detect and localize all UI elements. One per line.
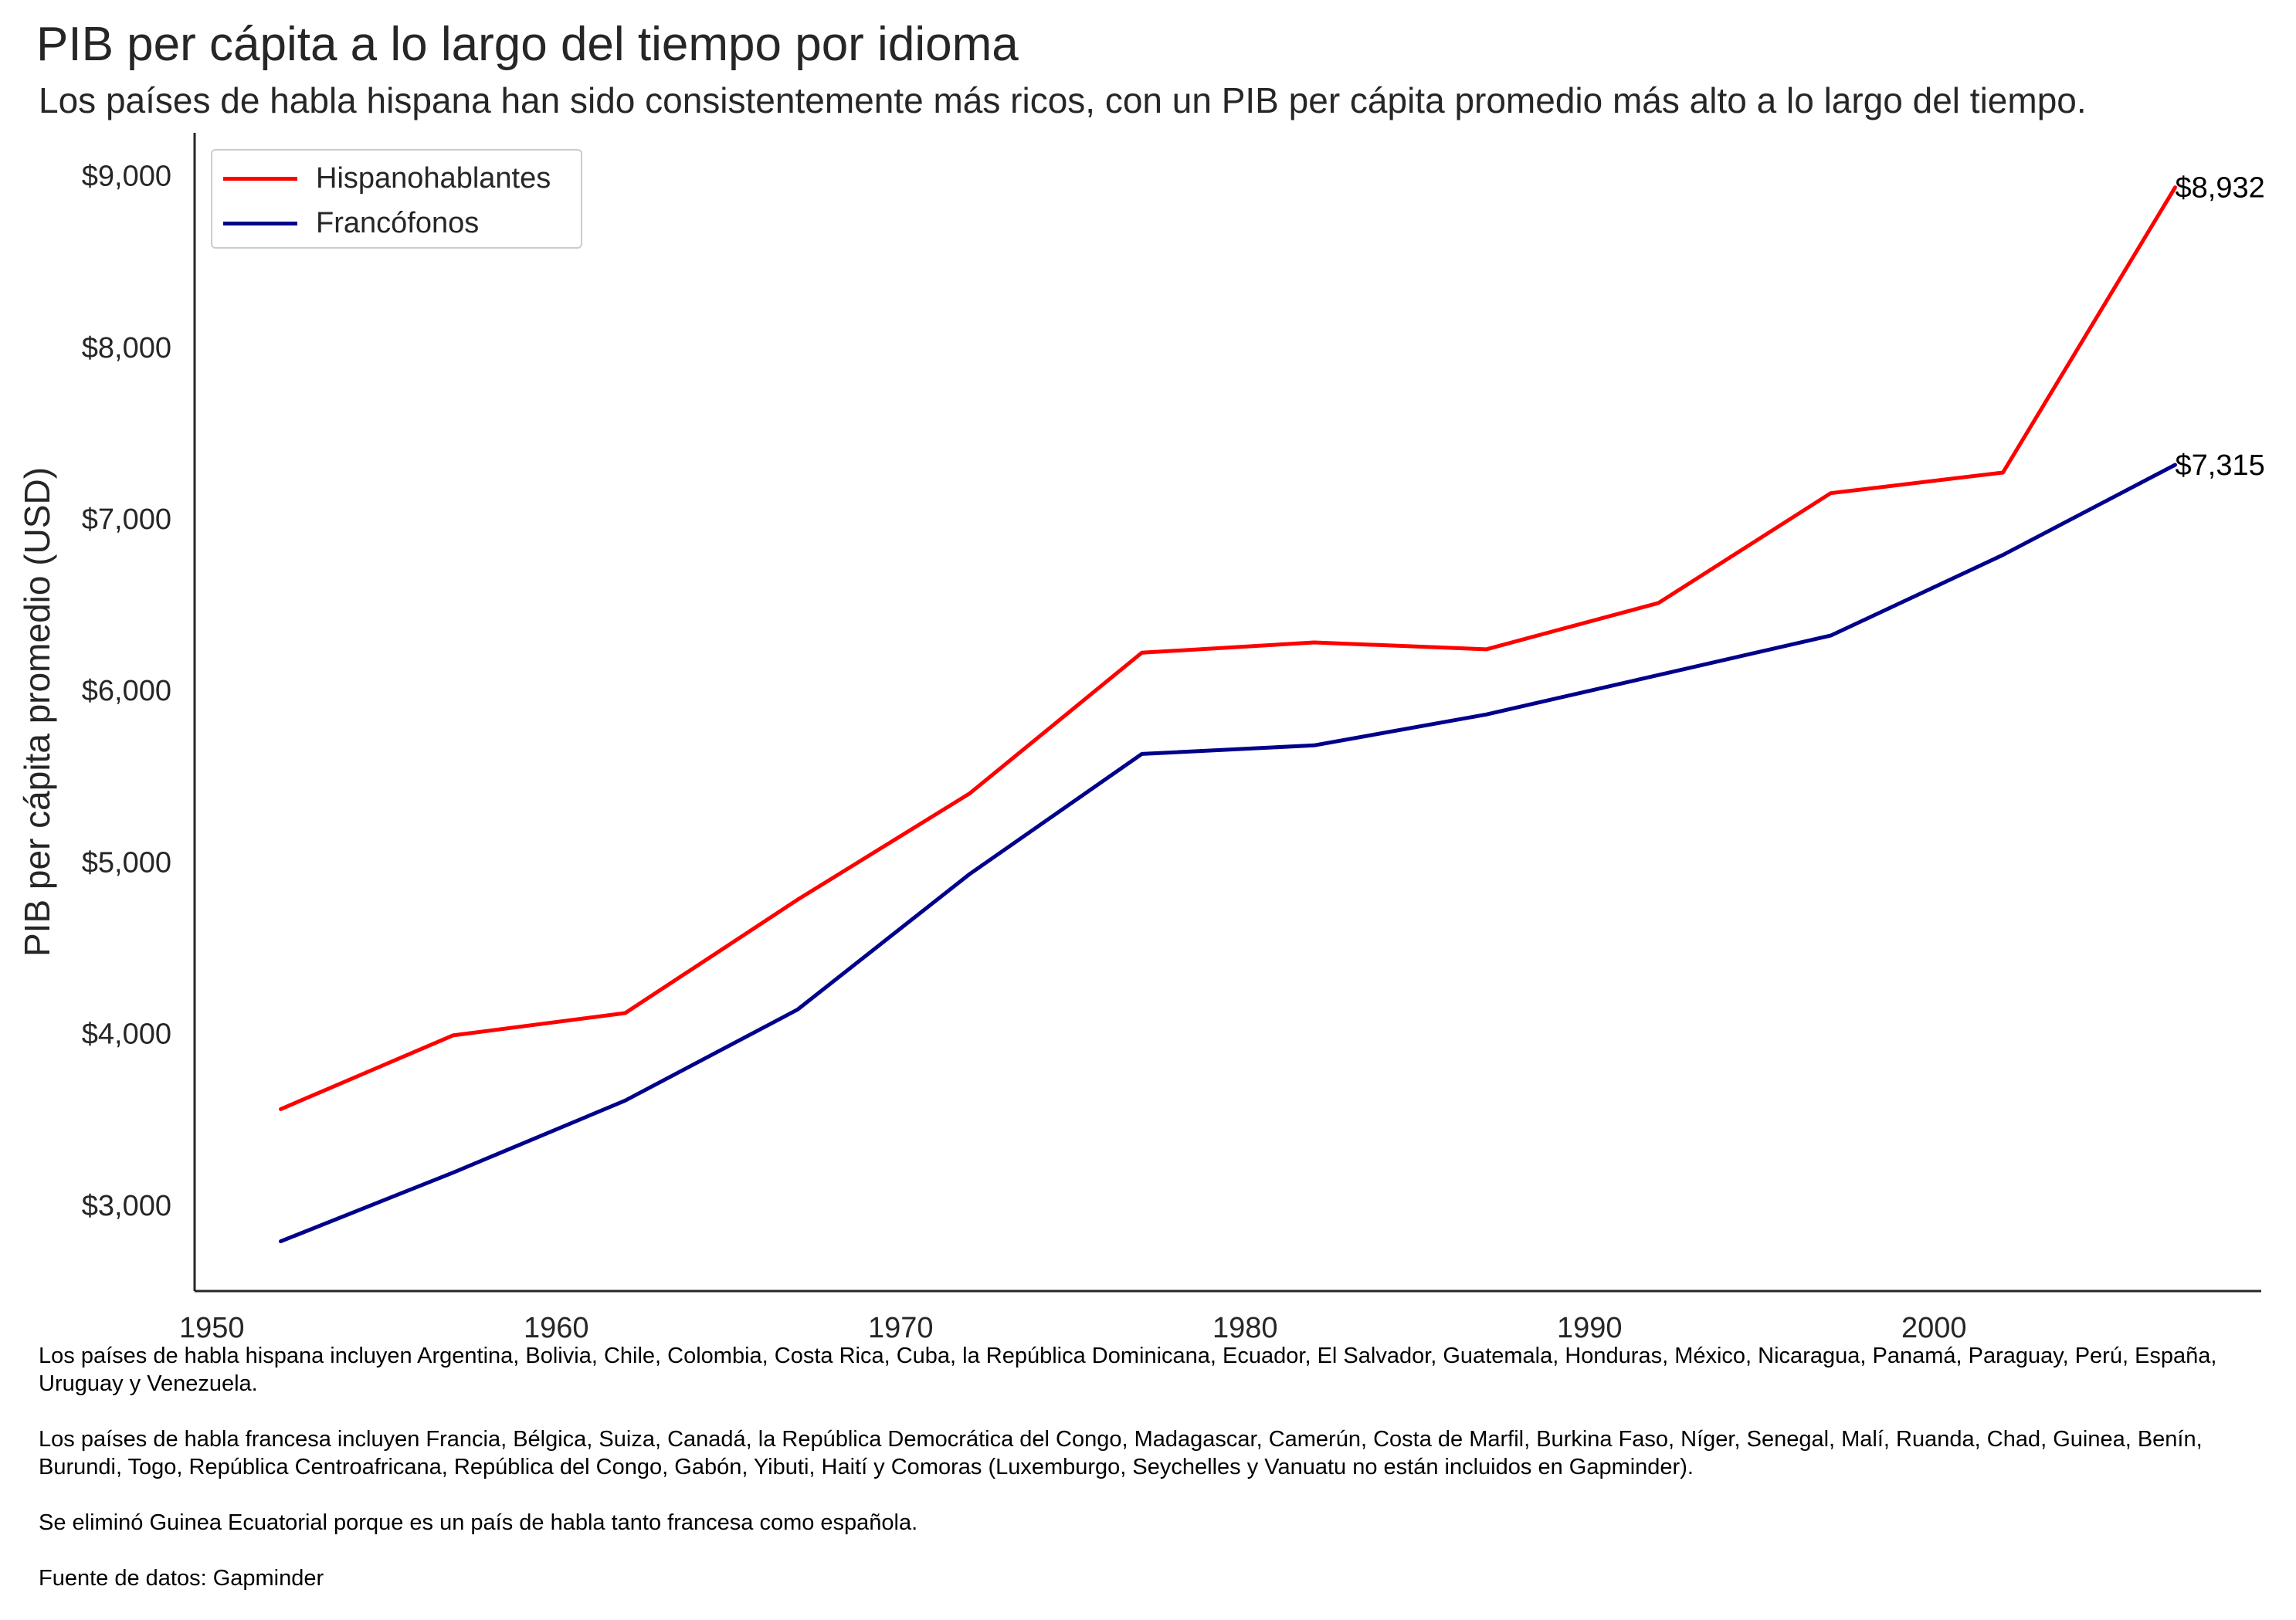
y-tick-label: $5,000 bbox=[82, 846, 171, 879]
legend-label-hispanohablantes: Hispanohablantes bbox=[316, 161, 551, 195]
y-tick-label: $6,000 bbox=[82, 675, 171, 707]
legend-swatch-francofonos bbox=[223, 221, 297, 225]
series-line-francofonos bbox=[279, 463, 2177, 1244]
chart-title: PIB per cápita a lo largo del tiempo por… bbox=[36, 18, 1019, 71]
legend-label-francofonos: Francófonos bbox=[316, 206, 480, 239]
x-tick-label: 1950 bbox=[179, 1312, 245, 1340]
chart-subtitle: Los países de habla hispana han sido con… bbox=[39, 80, 2087, 120]
note-french-countries: Los países de habla francesa incluyen Fr… bbox=[39, 1427, 2203, 1479]
y-tick-label: $4,000 bbox=[82, 1018, 171, 1051]
x-tick-label: 1990 bbox=[1557, 1312, 1623, 1340]
x-tick-label: 1970 bbox=[868, 1312, 934, 1340]
legend-item-hispanohablantes: Hispanohablantes bbox=[223, 157, 551, 200]
x-tick-label: 1960 bbox=[524, 1312, 589, 1340]
series-line-hispanohablantes bbox=[279, 185, 2177, 1111]
footnotes: Los países de habla hispana incluyen Arg… bbox=[39, 1342, 2278, 1620]
x-tick-labels: 1950 1960 1970 1980 1990 2000 bbox=[179, 1312, 1967, 1340]
x-tick-label: 2000 bbox=[1901, 1312, 1967, 1340]
end-label-hispanohablantes: $8,932 bbox=[2176, 172, 2265, 205]
x-tick-label: 1980 bbox=[1212, 1312, 1278, 1340]
series-lines bbox=[279, 185, 2177, 1244]
axes bbox=[193, 133, 2261, 1293]
y-tick-labels: $3,000 $4,000 $5,000 $6,000 $7,000 $8,000 $9,0… bbox=[82, 161, 171, 1222]
legend-swatch-hispanohablantes bbox=[223, 176, 297, 181]
note-equatorial-guinea: Se eliminó Guinea Ecuatorial porque es u… bbox=[39, 1510, 918, 1535]
end-label-francofonos: $7,315 bbox=[2176, 449, 2265, 482]
note-data-source: Fuente de datos: Gapminder bbox=[39, 1566, 324, 1591]
end-labels: $8,932 $7,315 bbox=[2176, 172, 2265, 482]
legend-item-francofonos: Francófonos bbox=[223, 202, 479, 245]
y-tick-label: $3,000 bbox=[82, 1190, 171, 1222]
y-axis-title: PIB per cápita promedio (USD) bbox=[17, 467, 57, 957]
y-tick-label: $7,000 bbox=[82, 503, 171, 536]
y-tick-label: $8,000 bbox=[82, 332, 171, 364]
line-chart: $3,000 $4,000 $5,000 $6,000 $7,000 $8,000 $9,0… bbox=[17, 133, 2265, 1340]
legend: Hispanohablantes Francófonos bbox=[211, 149, 582, 249]
y-tick-label: $9,000 bbox=[82, 161, 171, 193]
note-hispanic-countries: Los países de habla hispana incluyen Arg… bbox=[39, 1344, 2217, 1396]
